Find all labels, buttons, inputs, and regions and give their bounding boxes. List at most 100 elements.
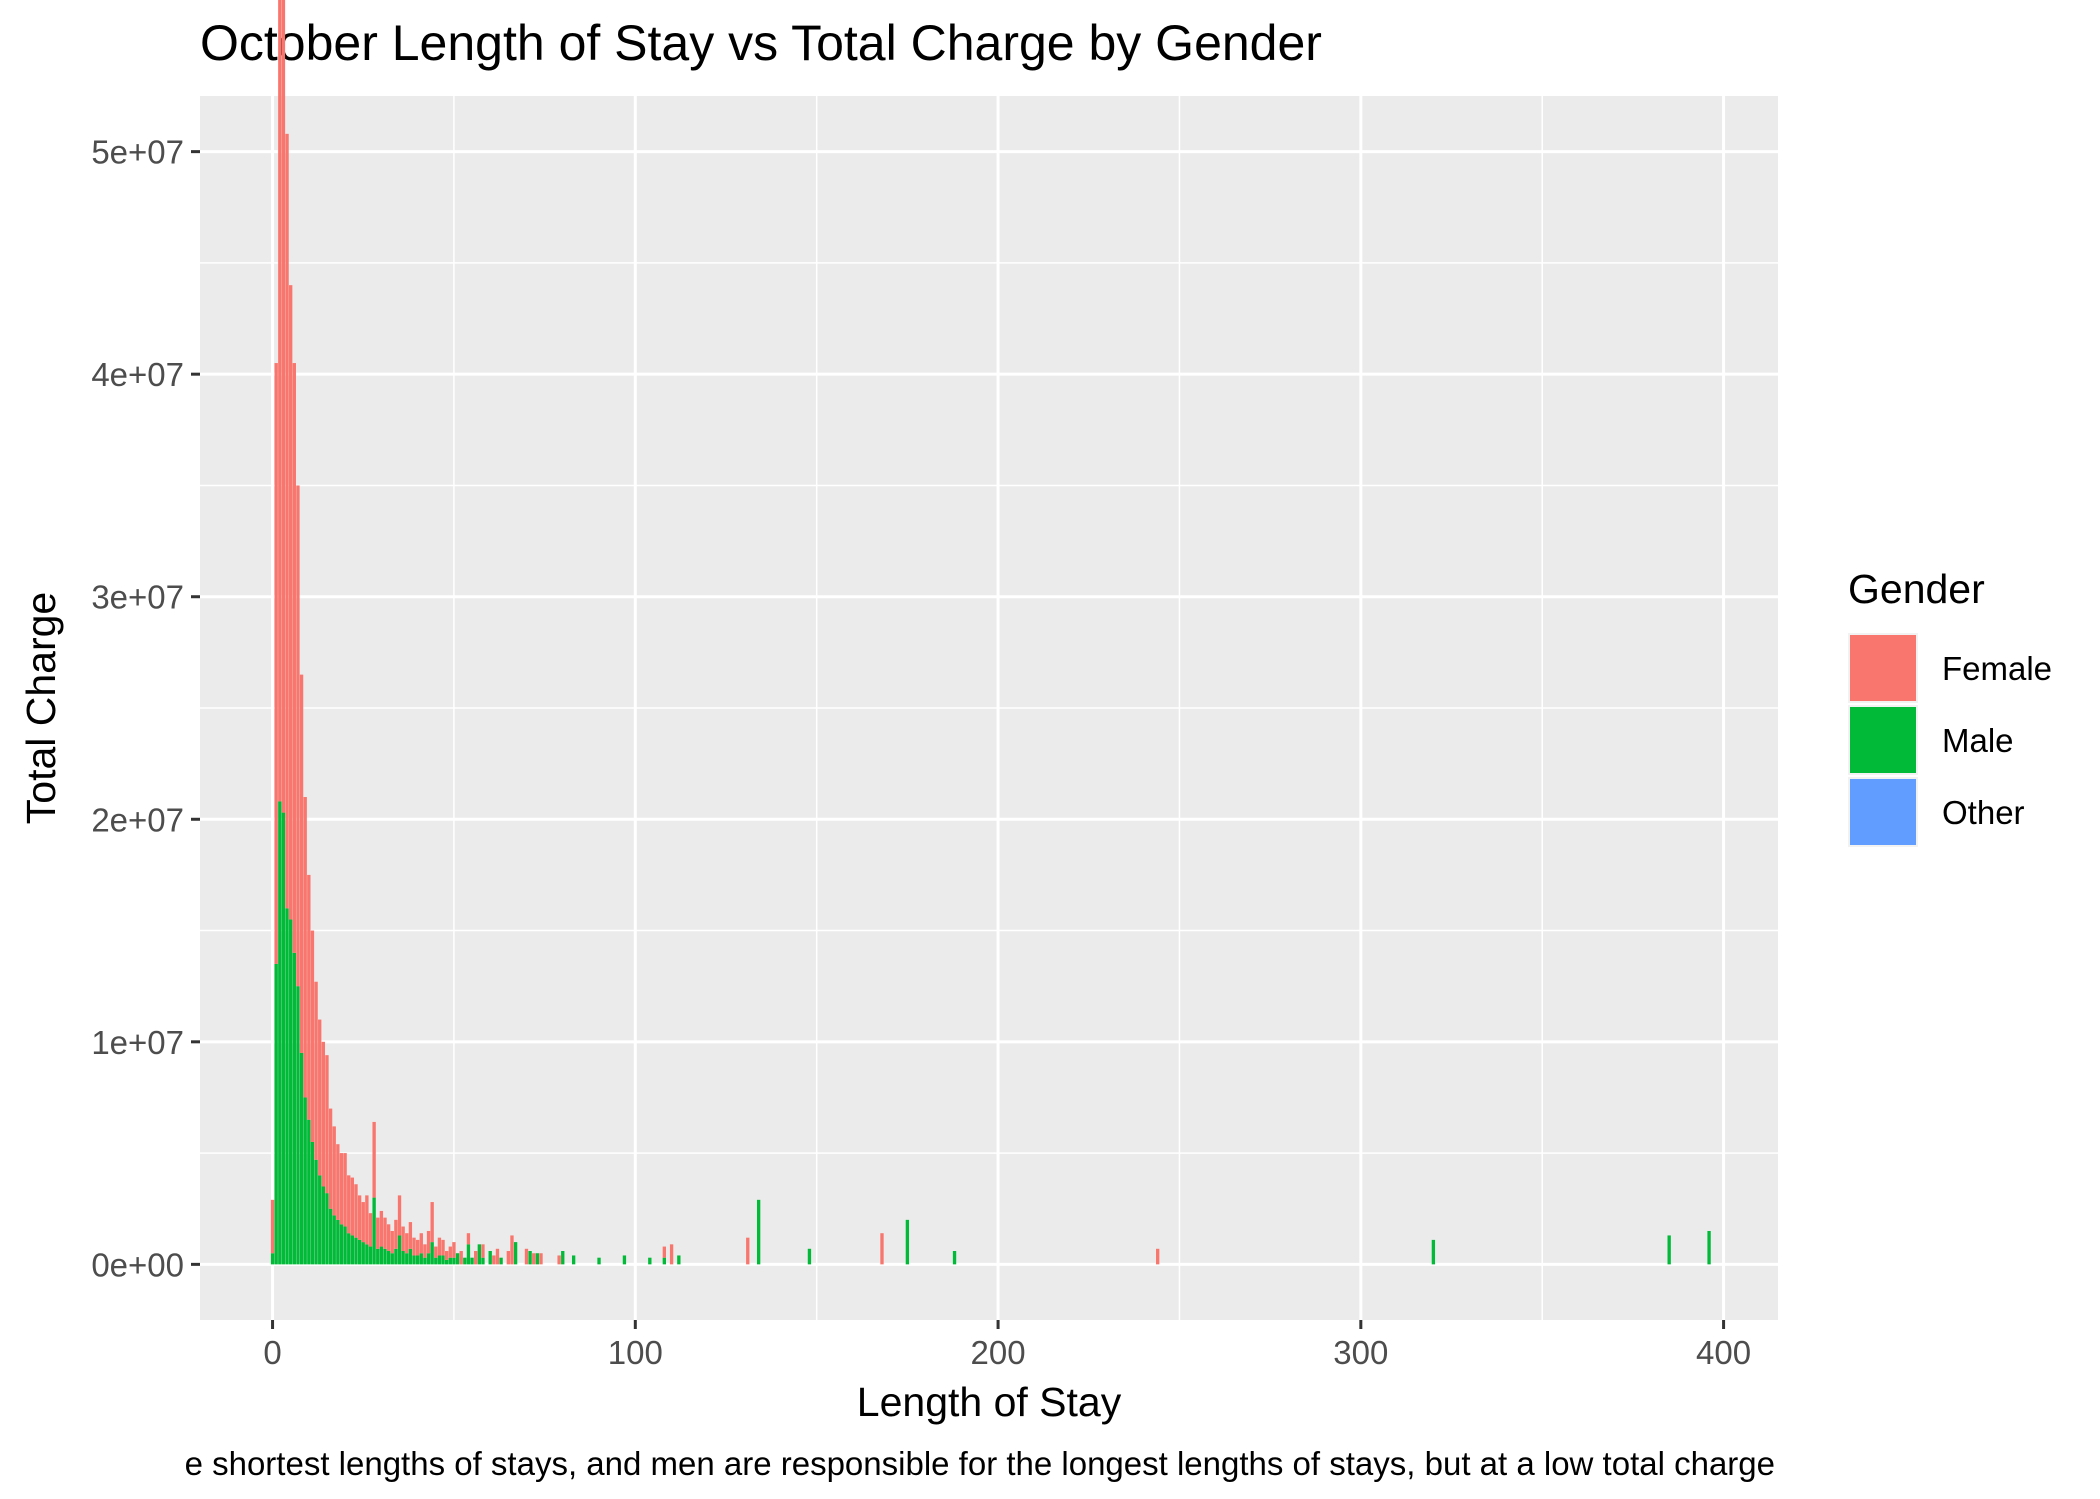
- bar-female: [481, 1244, 485, 1258]
- bar-female: [350, 1177, 355, 1236]
- bar-male: [310, 1141, 315, 1265]
- bar-male: [376, 1248, 380, 1265]
- bar-male: [289, 919, 293, 1265]
- bar-male: [1431, 1239, 1436, 1265]
- bar-male: [597, 1257, 601, 1265]
- bar-male: [648, 1257, 652, 1265]
- bar-female: [746, 1237, 750, 1265]
- bar-female: [430, 1202, 434, 1243]
- bar-male: [321, 1186, 326, 1265]
- bar-female: [310, 930, 315, 1142]
- bar-male: [365, 1244, 369, 1265]
- bar-male: [756, 1199, 761, 1265]
- bar-female: [321, 1041, 326, 1187]
- bar-male: [952, 1251, 957, 1265]
- bar-female: [445, 1251, 449, 1260]
- bar-female: [412, 1237, 416, 1256]
- bar-male: [622, 1255, 627, 1265]
- bar-female: [336, 1144, 340, 1220]
- bar-male: [332, 1215, 336, 1265]
- bar-male: [303, 1097, 307, 1265]
- bar-male: [394, 1248, 398, 1265]
- bar-female: [492, 1255, 496, 1265]
- grid-lines: [200, 96, 1778, 1320]
- bar-male: [445, 1259, 449, 1265]
- bar-female: [339, 1153, 344, 1225]
- bar-female: [270, 1199, 275, 1254]
- bar-male: [397, 1235, 402, 1265]
- bar-male: [412, 1255, 416, 1265]
- x-tick-label: 100: [608, 1334, 663, 1371]
- bar-male: [466, 1244, 471, 1265]
- bar-male: [350, 1235, 355, 1265]
- bar-female: [394, 1219, 398, 1249]
- bar-male: [379, 1246, 384, 1265]
- bar-male: [361, 1242, 365, 1265]
- bar-male: [535, 1253, 540, 1265]
- bar-male: [452, 1257, 456, 1265]
- bar-female: [372, 1121, 376, 1198]
- y-tick-label: 2e+07: [91, 801, 184, 838]
- x-axis: 0 100 200 300 400: [263, 1320, 1751, 1371]
- x-tick-label: 0: [263, 1334, 281, 1371]
- bar-male: [278, 801, 282, 1265]
- bar-female: [278, 0, 282, 802]
- bar-female: [419, 1233, 423, 1254]
- bars: [270, 0, 1711, 1265]
- bar-female: [390, 1230, 394, 1254]
- bar-male: [318, 1175, 322, 1265]
- bar-male: [488, 1251, 492, 1265]
- bar-female: [376, 1217, 380, 1249]
- bar-male: [270, 1253, 275, 1265]
- bar-male: [325, 1193, 329, 1265]
- bar-female: [539, 1253, 543, 1265]
- bar-female: [437, 1237, 442, 1256]
- bar-male: [455, 1253, 460, 1265]
- bar-male: [347, 1233, 351, 1265]
- legend-title: Gender: [1848, 566, 1985, 612]
- bar-female: [357, 1195, 362, 1240]
- bar-female: [459, 1251, 463, 1265]
- bar-female: [434, 1246, 438, 1258]
- bar-female: [448, 1246, 452, 1258]
- bar-male: [328, 1208, 333, 1265]
- bar-female: [318, 1019, 322, 1176]
- bar-male: [499, 1257, 503, 1265]
- bar-female: [524, 1248, 529, 1265]
- y-tick-label: 1e+07: [91, 1024, 184, 1061]
- chart-caption: e shortest lengths of stays, and men are…: [185, 1445, 1775, 1482]
- bar-female: [292, 363, 296, 953]
- bar-male: [357, 1239, 362, 1265]
- bar-male: [405, 1253, 409, 1265]
- bar-female: [405, 1233, 409, 1254]
- bar-female: [379, 1210, 384, 1247]
- bar-male: [481, 1257, 485, 1265]
- bar-female: [662, 1246, 666, 1258]
- bar-male: [343, 1226, 347, 1265]
- bar-male: [437, 1255, 442, 1265]
- bar-female: [281, 0, 286, 813]
- bar-male: [408, 1248, 413, 1265]
- bar-female: [332, 1126, 336, 1216]
- bar-male: [415, 1255, 420, 1265]
- x-tick-label: 200: [971, 1334, 1026, 1371]
- bar-male: [477, 1244, 481, 1265]
- bar-male: [296, 986, 300, 1265]
- bar-female: [510, 1235, 514, 1265]
- bar-female: [383, 1217, 387, 1249]
- legend-swatch-male: [1850, 707, 1916, 773]
- bar-male: [561, 1251, 565, 1265]
- bar-female: [314, 981, 318, 1160]
- bar-female: [557, 1255, 561, 1265]
- bar-female: [296, 485, 300, 987]
- bar-male: [905, 1219, 910, 1265]
- chart-title: October Length of Stay vs Total Charge b…: [200, 15, 1322, 71]
- x-tick-label: 400: [1696, 1334, 1751, 1371]
- bar-male: [419, 1253, 423, 1265]
- bar-female: [474, 1251, 478, 1265]
- bar-male: [1667, 1235, 1671, 1265]
- y-tick-label: 3e+07: [91, 579, 184, 616]
- bar-female: [397, 1195, 402, 1236]
- bar-female: [880, 1233, 884, 1265]
